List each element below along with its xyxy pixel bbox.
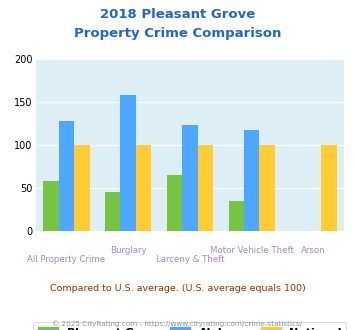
Bar: [74, 145, 89, 231]
Bar: [105, 191, 120, 231]
Text: All Property Crime: All Property Crime: [27, 255, 105, 264]
Bar: [321, 145, 337, 231]
Bar: [198, 145, 213, 231]
Bar: [182, 125, 198, 231]
Text: Larceny & Theft: Larceny & Theft: [155, 255, 224, 264]
Bar: [260, 145, 275, 231]
Bar: [229, 201, 244, 231]
Text: 2018 Pleasant Grove: 2018 Pleasant Grove: [100, 8, 255, 21]
Text: Compared to U.S. average. (U.S. average equals 100): Compared to U.S. average. (U.S. average …: [50, 284, 305, 293]
Bar: [244, 130, 260, 231]
Text: © 2025 CityRating.com - https://www.cityrating.com/crime-statistics/: © 2025 CityRating.com - https://www.city…: [53, 320, 302, 327]
Legend: Pleasant Grove, Alabama, National: Pleasant Grove, Alabama, National: [33, 322, 346, 330]
Bar: [120, 95, 136, 231]
Text: Arson: Arson: [301, 247, 326, 255]
Text: Motor Vehicle Theft: Motor Vehicle Theft: [210, 247, 294, 255]
Text: Burglary: Burglary: [110, 247, 147, 255]
Bar: [43, 181, 59, 231]
Bar: [59, 121, 74, 231]
Bar: [136, 145, 151, 231]
Text: Property Crime Comparison: Property Crime Comparison: [74, 27, 281, 40]
Bar: [167, 175, 182, 231]
